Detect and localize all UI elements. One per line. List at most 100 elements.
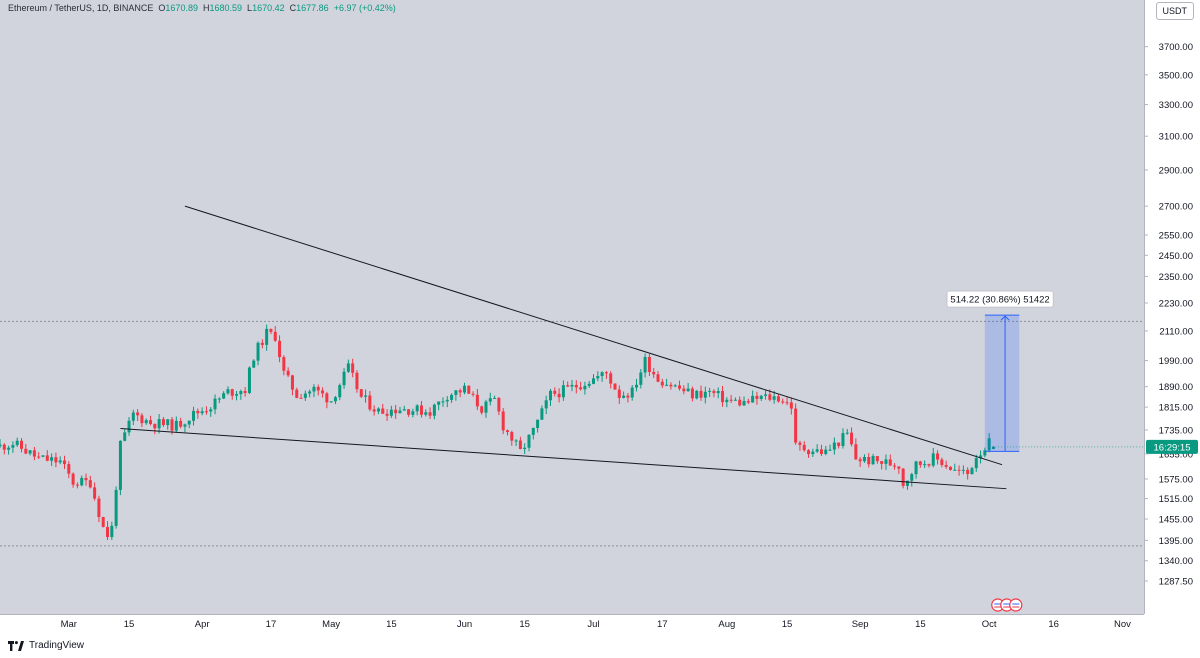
price-tick-label: 3100.00	[1159, 132, 1193, 143]
legend-symbol[interactable]: Ethereum / TetherUS, 1D, BINANCE	[8, 3, 154, 13]
candle-body	[613, 383, 617, 390]
candle-body	[467, 385, 471, 394]
candle-body	[708, 390, 712, 392]
brand[interactable]: TradingView	[8, 640, 84, 651]
time-tick-label: 15	[386, 619, 397, 630]
candle-body	[548, 390, 553, 401]
candle-body	[785, 402, 789, 404]
candle-body	[729, 399, 733, 401]
candle-body	[269, 328, 273, 332]
price-tick-label: 3700.00	[1159, 42, 1193, 53]
candle-body	[759, 395, 763, 399]
candle-body	[54, 457, 58, 463]
time-tick-label: May	[322, 619, 340, 630]
candle-body	[609, 373, 613, 384]
price-tick-label: 2450.00	[1159, 251, 1193, 262]
candle-body	[884, 459, 888, 464]
time-tick-label: 15	[782, 619, 793, 630]
candle-body	[742, 401, 746, 406]
price-tick-label: 1455.00	[1159, 515, 1193, 526]
candle-body	[166, 419, 170, 426]
candle-body	[811, 451, 815, 455]
time-tick-label: Oct	[982, 619, 997, 630]
candle-body	[819, 449, 823, 454]
candle-body	[140, 415, 144, 424]
candle-body	[712, 390, 716, 394]
candle-body	[428, 412, 432, 416]
legend-open-key: O	[158, 3, 166, 13]
candle-body	[880, 461, 884, 464]
candle-body	[656, 374, 660, 382]
candle-body	[596, 376, 600, 379]
candle-body	[991, 446, 995, 450]
legend-high-value: 1680.59	[209, 3, 243, 13]
candle-body	[561, 385, 565, 398]
candle-body	[918, 461, 922, 465]
candle-body	[987, 438, 991, 451]
candle-body	[321, 390, 325, 394]
price-tick-label: 1990.00	[1159, 356, 1193, 367]
price-tick-label: 2110.00	[1159, 326, 1193, 337]
price-axis[interactable]	[1144, 0, 1200, 614]
candle-body	[703, 391, 707, 398]
candle-body	[764, 394, 768, 396]
candle-body	[376, 408, 380, 412]
legend-close-value: 1677.86	[296, 3, 329, 13]
price-tick-label: 2700.00	[1159, 202, 1193, 213]
candle-body	[815, 449, 819, 452]
candle-body	[372, 409, 376, 412]
candle-body	[75, 484, 79, 486]
candle-body	[256, 342, 260, 361]
candle-body	[312, 386, 316, 392]
candle-body	[149, 420, 153, 424]
candle-body	[591, 378, 596, 384]
last-price-badge	[1146, 439, 1198, 454]
candle-body	[278, 340, 282, 358]
legend-change: +6.97 (+0.42%)	[333, 3, 396, 13]
candle-body	[58, 460, 62, 463]
candle-body	[635, 384, 639, 388]
candle-body	[80, 477, 84, 486]
candle-body	[192, 410, 196, 421]
candle-body	[484, 401, 488, 413]
candle-body	[772, 396, 776, 400]
candle-body	[161, 419, 165, 426]
candle-body	[871, 456, 875, 465]
candle-body	[333, 397, 337, 402]
candle-body	[570, 384, 574, 387]
time-tick-label: Mar	[61, 619, 77, 630]
candle-body	[944, 465, 948, 467]
candle-body	[979, 455, 983, 459]
candle-body	[910, 474, 914, 481]
candle-body	[364, 395, 368, 397]
candle-body	[37, 456, 41, 458]
candle-body	[905, 480, 909, 486]
candle-body	[574, 384, 578, 388]
candle-body	[131, 412, 135, 421]
candle-body	[286, 370, 290, 376]
candle-body	[505, 430, 509, 433]
candle-body	[265, 328, 269, 345]
legend-low-value: 1670.42	[252, 3, 285, 13]
candle-body	[914, 461, 918, 475]
candle-body	[368, 395, 372, 410]
candle-body	[127, 420, 131, 433]
candle-body	[957, 469, 961, 471]
candle-body	[93, 487, 97, 499]
measure-range-box	[984, 315, 1020, 452]
candle-body	[837, 442, 841, 446]
candle-body	[398, 410, 402, 414]
candle-body	[893, 465, 897, 467]
candle-body	[497, 397, 501, 412]
time-axis[interactable]	[0, 614, 1144, 637]
tradingview-logo-icon	[8, 640, 24, 651]
candle-body	[303, 393, 307, 398]
currency-selector[interactable]: USDT	[1155, 2, 1194, 20]
candle-body	[325, 393, 329, 403]
candle-body	[940, 459, 944, 466]
candle-body	[71, 473, 75, 485]
candle-body	[751, 395, 755, 403]
candle-body	[807, 450, 811, 455]
time-tick-label: 17	[657, 619, 668, 630]
price-tick-label: 1815.00	[1159, 403, 1193, 414]
